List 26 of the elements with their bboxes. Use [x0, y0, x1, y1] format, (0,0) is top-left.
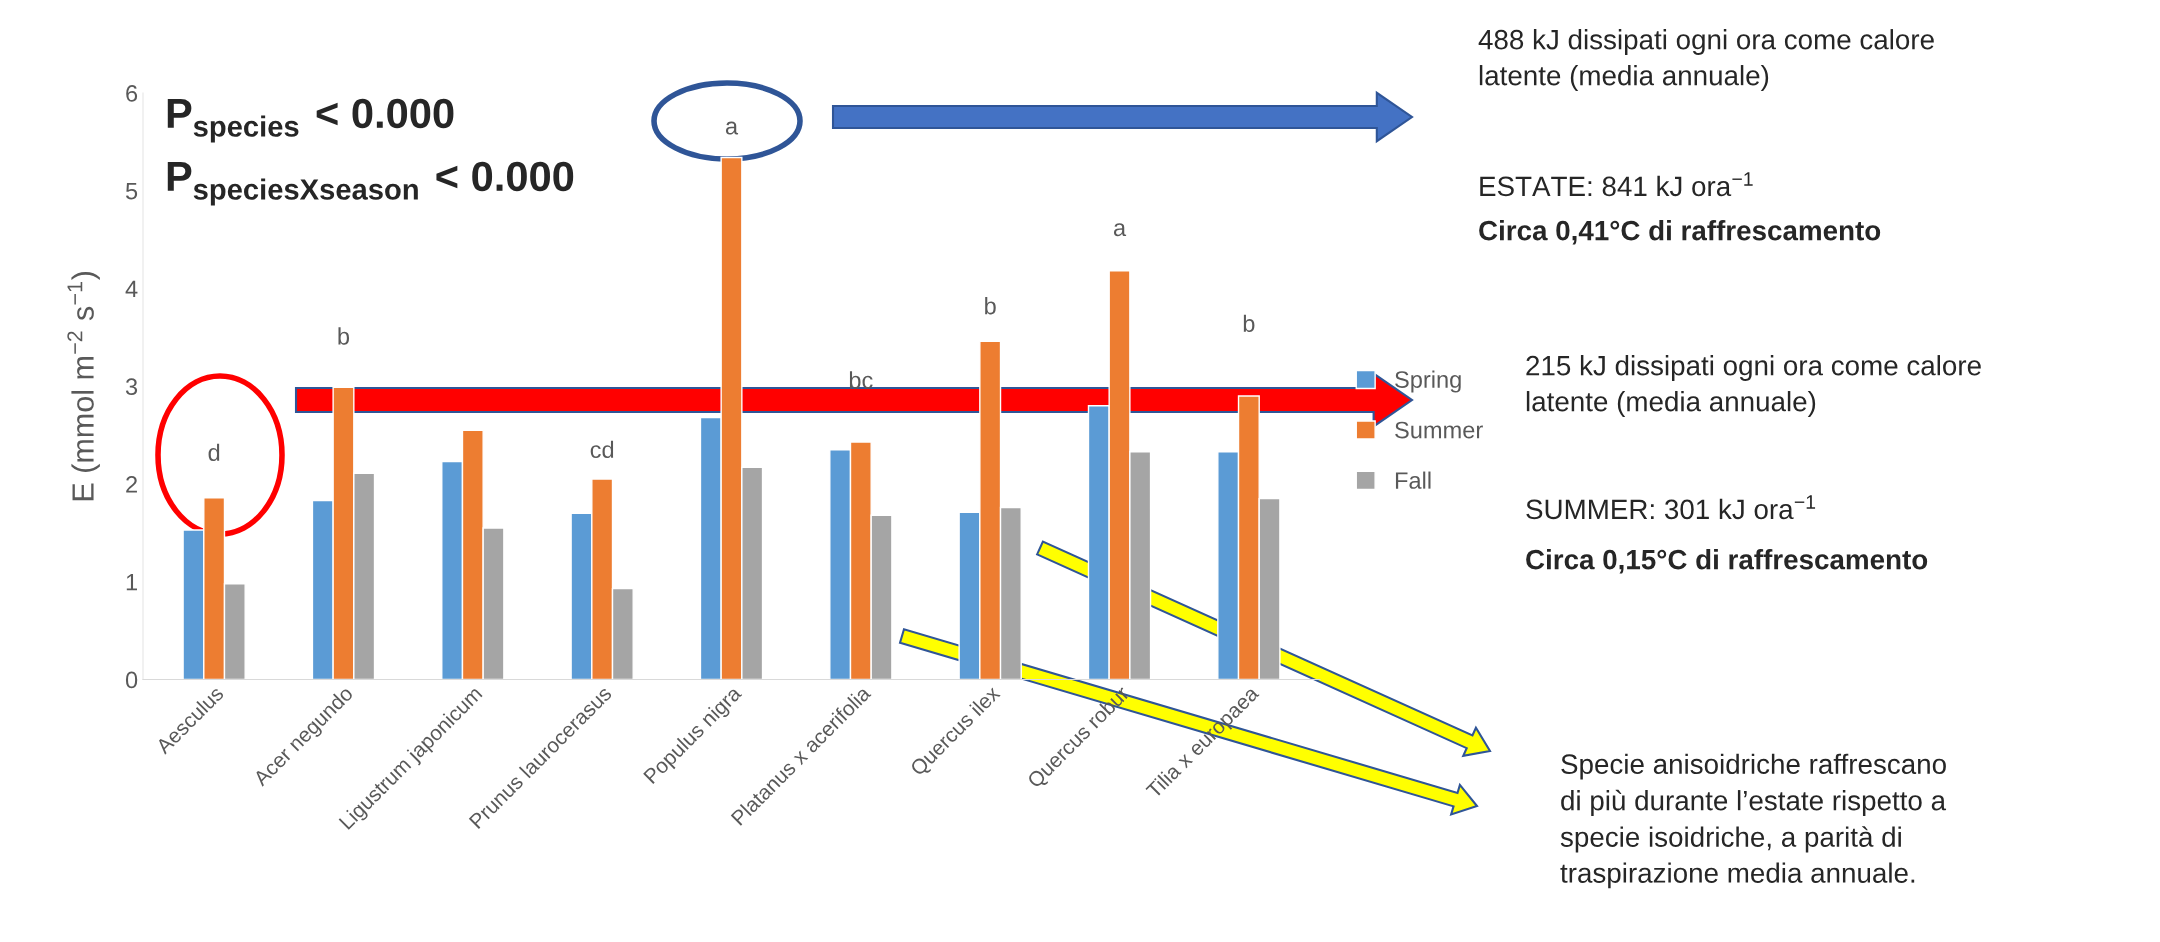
y-tick-label: 1 [126, 574, 137, 591]
annotation: b [338, 327, 350, 345]
annotation: bc [849, 371, 873, 389]
annotation: b [1243, 314, 1255, 332]
legend-label: Summer [1395, 421, 1483, 439]
text: 215 kJ dissipati ogni ora come calore latente (media annuale) [1526, 355, 1981, 417]
text: Circa 0,41°C di raffrescamento [1479, 220, 1881, 245]
annotation: a [725, 121, 739, 135]
y-tick-label: 6 [126, 85, 138, 102]
text: ESTATE: 841 kJ ora$^{−1}$ [1480, 172, 1753, 197]
annotation: a [1113, 223, 1127, 237]
legend-label: Fall [1395, 471, 1431, 489]
y-tick-label: 4 [125, 280, 138, 298]
text: Circa 0,15°C di raffrescamento [1526, 549, 1928, 574]
text: Specie anisoidriche raffrescano di più durante l’estate rispetto a specie isoidriche, a parità di traspirazione media annuale. [1560, 753, 1947, 889]
text: SUMMER: 301 kJ ora$^{−1}$ [1526, 495, 1816, 520]
annotation: d [208, 443, 220, 462]
y-tick-label: 3 [125, 378, 138, 396]
text: 488 kJ dissipati ogni ora come calore latente (media annuale) [1478, 29, 1934, 91]
legend-label: Spring [1395, 370, 1461, 393]
y-tick-label: 5 [125, 183, 138, 200]
y-tick-label: 0 [125, 671, 138, 689]
y-tick-label: 2 [126, 476, 137, 493]
y-axis-title: E (mmol m$^{−2}$ s$^{−1}$) [67, 271, 100, 501]
annotation: b [985, 297, 996, 315]
annotation: cd [590, 440, 614, 459]
